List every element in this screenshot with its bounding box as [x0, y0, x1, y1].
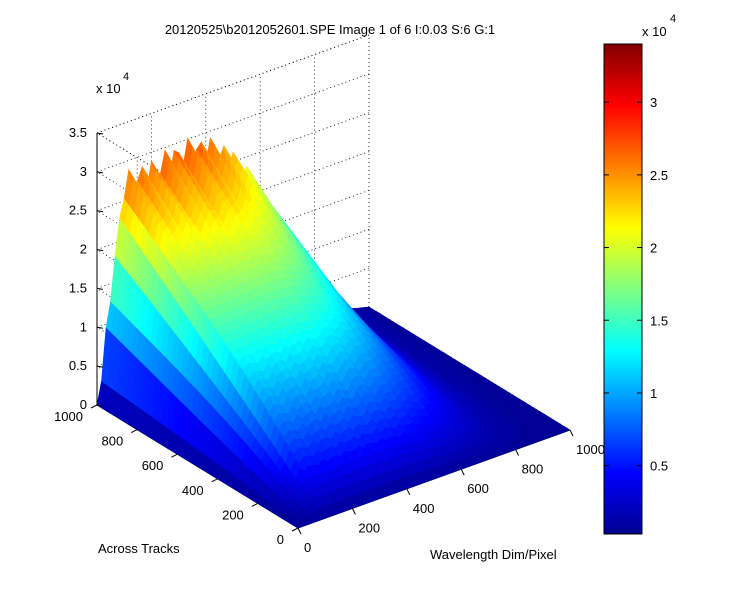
x-tick-label: 600 — [467, 481, 489, 496]
surface-left-face — [97, 403, 300, 528]
z-tick-label: 0.5 — [69, 358, 87, 373]
chart-title: 20120525\b2012052601.SPE Image 1 of 6 I:… — [165, 22, 495, 37]
x-tick-mark — [515, 449, 520, 456]
x-tick-mark — [297, 527, 302, 535]
z-tick-label: 2 — [80, 242, 87, 257]
grid-line — [96, 34, 370, 134]
y-tick-mark — [171, 453, 178, 458]
x-tick-mark — [351, 508, 356, 515]
colorbar-tick-label: 2 — [650, 241, 657, 256]
colorbar-exponent: 4 — [670, 13, 676, 25]
x-axis-label: Wavelength Dim/Pixel — [430, 547, 557, 562]
colorbar — [603, 43, 643, 535]
x-tick-mark — [460, 468, 465, 476]
x-tick-label: 400 — [413, 501, 435, 516]
z-tick-label: 3.5 — [69, 125, 87, 140]
y-tick-mark — [291, 527, 299, 532]
z-multiplier: x 10 — [96, 81, 121, 96]
y-axis-ticks: 0 200 400 600 800 1000 — [54, 404, 299, 547]
x-tick-label: 0 — [304, 540, 311, 555]
y-tick-label: 0 — [277, 532, 284, 547]
y-tick-mark — [211, 478, 218, 483]
colorbar-tick-label: 0.5 — [650, 459, 668, 474]
x-axis-ticks: 0 200 400 600 800 1000 — [297, 429, 605, 555]
x-tick-label: 800 — [522, 462, 544, 477]
x-tick-label: 1000 — [576, 442, 605, 457]
z-tick-label: 0 — [80, 397, 87, 412]
y-tick-label: 400 — [182, 483, 204, 498]
z-tick-mark — [96, 365, 104, 368]
y-tick-mark — [130, 429, 138, 434]
z-tick-label: 1 — [80, 319, 87, 334]
z-tick-mark — [96, 326, 104, 329]
colorbar-tick-label: 2.5 — [650, 168, 668, 183]
grid-line — [96, 132, 299, 257]
y-tick-mark — [90, 404, 98, 409]
z-exponent: 4 — [123, 71, 129, 83]
z-tick-mark — [96, 171, 104, 174]
z-tick-mark — [96, 404, 104, 407]
z-axis-ticks: 0 0.5 1 1.5 2 2.5 3 3.5 — [69, 125, 104, 412]
z-tick-mark — [96, 132, 104, 135]
z-tick-label: 1.5 — [69, 280, 87, 295]
z-tick-label: 3 — [80, 164, 87, 179]
colorbar-tick-label: 1.5 — [650, 313, 668, 328]
x-tick-mark — [406, 488, 411, 496]
y-tick-label: 600 — [142, 458, 164, 473]
y-tick-label: 1000 — [54, 409, 83, 424]
y-tick-label: 800 — [101, 434, 123, 449]
z-tick-mark — [96, 210, 104, 213]
x-tick-label: 200 — [358, 520, 380, 535]
z-tick-mark — [96, 287, 104, 290]
y-axis-label: Across Tracks — [98, 541, 180, 556]
colorbar-multiplier: x 10 — [642, 24, 667, 39]
grid-line — [96, 73, 370, 173]
surface-mesh — [96, 137, 571, 529]
y-tick-label: 200 — [222, 507, 244, 522]
x-tick-mark — [569, 429, 574, 437]
colorbar-ticks: 0.5 1 1.5 2 2.5 3 — [604, 95, 668, 474]
colorbar-tick-label: 1 — [650, 386, 657, 401]
colorbar-tick-label: 3 — [650, 95, 657, 110]
y-tick-mark — [251, 502, 259, 507]
z-tick-mark — [96, 249, 104, 252]
z-tick-label: 2.5 — [69, 203, 87, 218]
surface-patch — [559, 426, 571, 432]
